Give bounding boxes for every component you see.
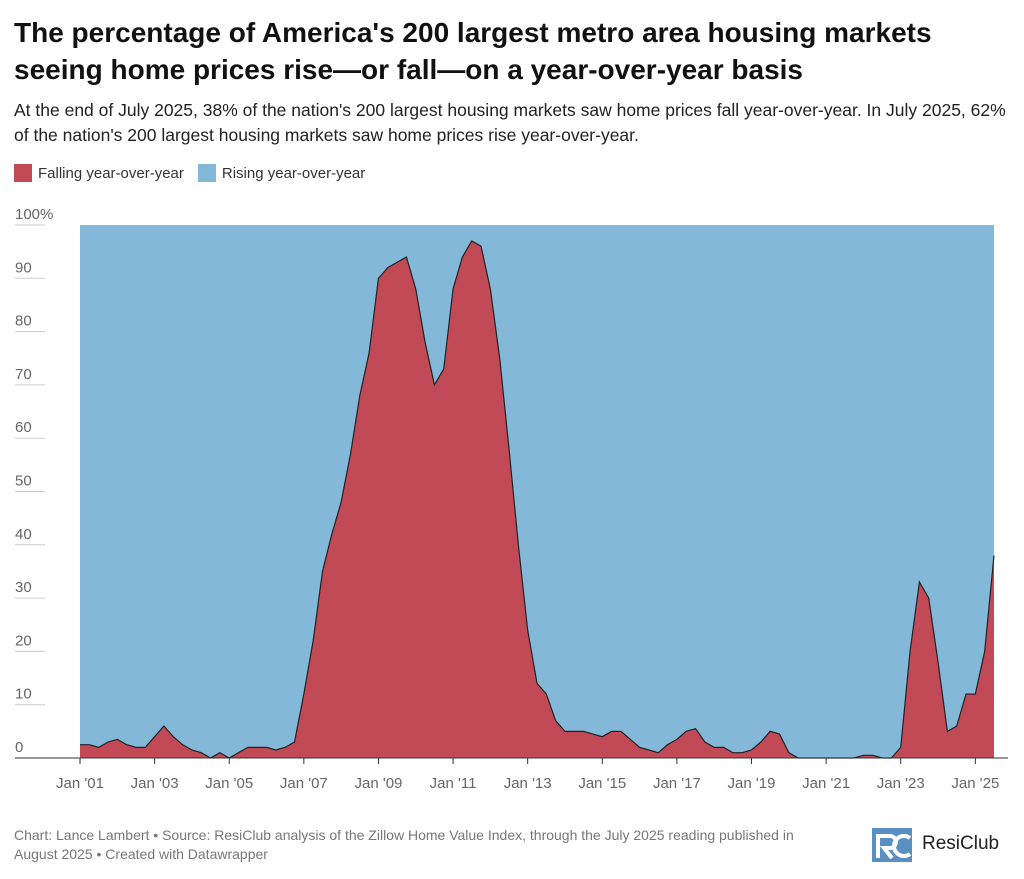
- y-tick-label: 40: [15, 526, 32, 543]
- x-tick-label: Jan '07: [280, 775, 328, 792]
- legend-swatch: [14, 164, 32, 182]
- logo: ResiClub: [870, 824, 999, 864]
- logo-c: [892, 834, 912, 858]
- legend: Falling year-over-year Rising year-over-y…: [14, 164, 365, 182]
- x-tick-label: Jan '23: [877, 775, 925, 792]
- y-tick-label: 20: [15, 632, 32, 649]
- y-tick-label: 50: [15, 473, 32, 490]
- y-tick-label: 0: [15, 739, 23, 756]
- x-tick-label: Jan '17: [653, 775, 701, 792]
- x-tick-label: Jan '03: [131, 775, 179, 792]
- brand-name: ResiClub: [922, 833, 1000, 854]
- x-tick-label: Jan '19: [728, 775, 776, 792]
- x-tick-label: Jan '25: [951, 775, 999, 792]
- x-tick-label: Jan '13: [504, 775, 552, 792]
- y-tick-label: 60: [15, 419, 32, 436]
- x-tick-label: Jan '09: [354, 775, 402, 792]
- x-tick-label: Jan '11: [430, 775, 477, 792]
- legend-swatch: [197, 164, 216, 182]
- chart: 0 10 20 30 40 50 60 70 80 90 100% Jan '01 Jan '03 Jan…: [15, 206, 1008, 792]
- chart-subtitle: At the end of July 2025, 38% of the nati…: [14, 100, 1006, 145]
- y-tick-label: 80: [15, 313, 32, 330]
- y-tick-label: 90: [15, 259, 32, 276]
- x-tick-label: Jan '21: [802, 775, 850, 792]
- x-tick-label: Jan '05: [205, 775, 253, 792]
- x-tick-label: Jan '01: [56, 775, 104, 792]
- x-tick-label: Jan '15: [578, 775, 626, 792]
- y-tick-label: 30: [15, 579, 32, 596]
- y-tick-label: 100%: [15, 206, 53, 223]
- y-tick-label: 70: [15, 366, 32, 383]
- legend-item: Rising year-over-year: [197, 164, 366, 182]
- chart-title: The percentage of America's 200 largest …: [14, 17, 932, 85]
- area: [80, 225, 994, 758]
- y-tick-label: 10: [15, 686, 32, 703]
- legend-label: Rising year-over-year: [221, 164, 366, 182]
- legend-label: Falling year-over-year: [38, 164, 184, 182]
- source-note: Chart: Lance Lambert • Source: ResiClub …: [14, 827, 794, 862]
- logo-icon: [872, 828, 912, 862]
- legend-item: Falling year-over-year: [14, 164, 184, 182]
